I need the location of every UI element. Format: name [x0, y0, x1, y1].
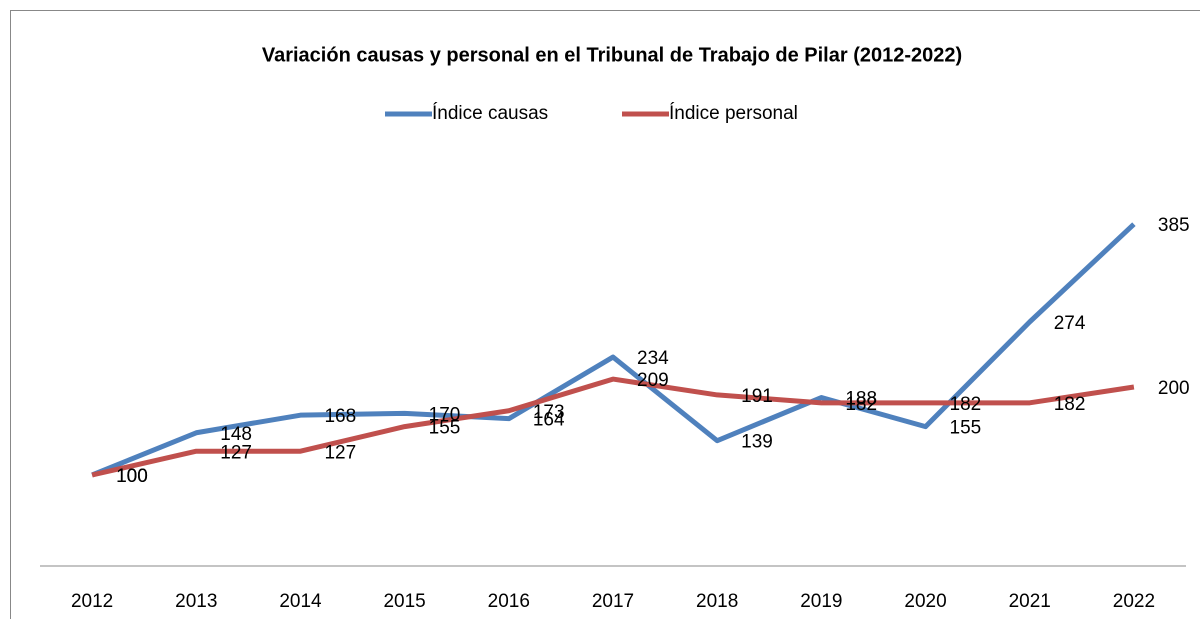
- data-label: 127: [324, 442, 356, 463]
- x-tick-label: 2018: [696, 591, 738, 612]
- x-tick-label: 2020: [904, 591, 946, 612]
- x-tick-label: 2016: [488, 591, 530, 612]
- data-label: 170: [429, 404, 461, 425]
- data-label: 155: [429, 418, 461, 439]
- data-label: 155: [950, 418, 982, 439]
- series-line: [91, 376, 1135, 478]
- data-label: 148: [220, 424, 252, 445]
- data-label: 274: [1054, 313, 1086, 334]
- data-label: 164: [533, 410, 565, 431]
- x-tick-label: 2014: [279, 591, 322, 612]
- x-tick-label: 2017: [592, 591, 634, 612]
- series-line: [91, 222, 1136, 478]
- data-label: 182: [1054, 394, 1086, 415]
- data-label: 191: [741, 386, 773, 407]
- data-label: 100: [116, 466, 148, 487]
- chart-frame: [10, 10, 1200, 619]
- x-tick-label: 2013: [175, 591, 217, 612]
- data-label: 182: [950, 394, 982, 415]
- chart-title: Variación causas y personal en el Tribun…: [262, 44, 962, 66]
- data-label: 100: [116, 466, 148, 487]
- data-label: 139: [741, 432, 773, 453]
- x-tick-label: 2019: [800, 591, 842, 612]
- legend-label: Índice personal: [669, 103, 798, 124]
- x-tick-label: 2015: [383, 591, 425, 612]
- x-tick-label: 2012: [71, 591, 113, 612]
- data-label: 209: [637, 370, 669, 391]
- data-label: 385: [1158, 215, 1190, 236]
- data-label: 234: [637, 348, 669, 369]
- data-label: 168: [324, 406, 356, 427]
- data-label: 188: [845, 389, 877, 410]
- data-label: 182: [845, 394, 877, 415]
- data-label: 173: [533, 402, 565, 423]
- data-label: 200: [1158, 378, 1190, 399]
- x-tick-label: 2021: [1009, 591, 1051, 612]
- data-label: 127: [220, 442, 252, 463]
- x-tick-label: 2022: [1113, 591, 1155, 612]
- legend-label: Índice causas: [432, 103, 548, 124]
